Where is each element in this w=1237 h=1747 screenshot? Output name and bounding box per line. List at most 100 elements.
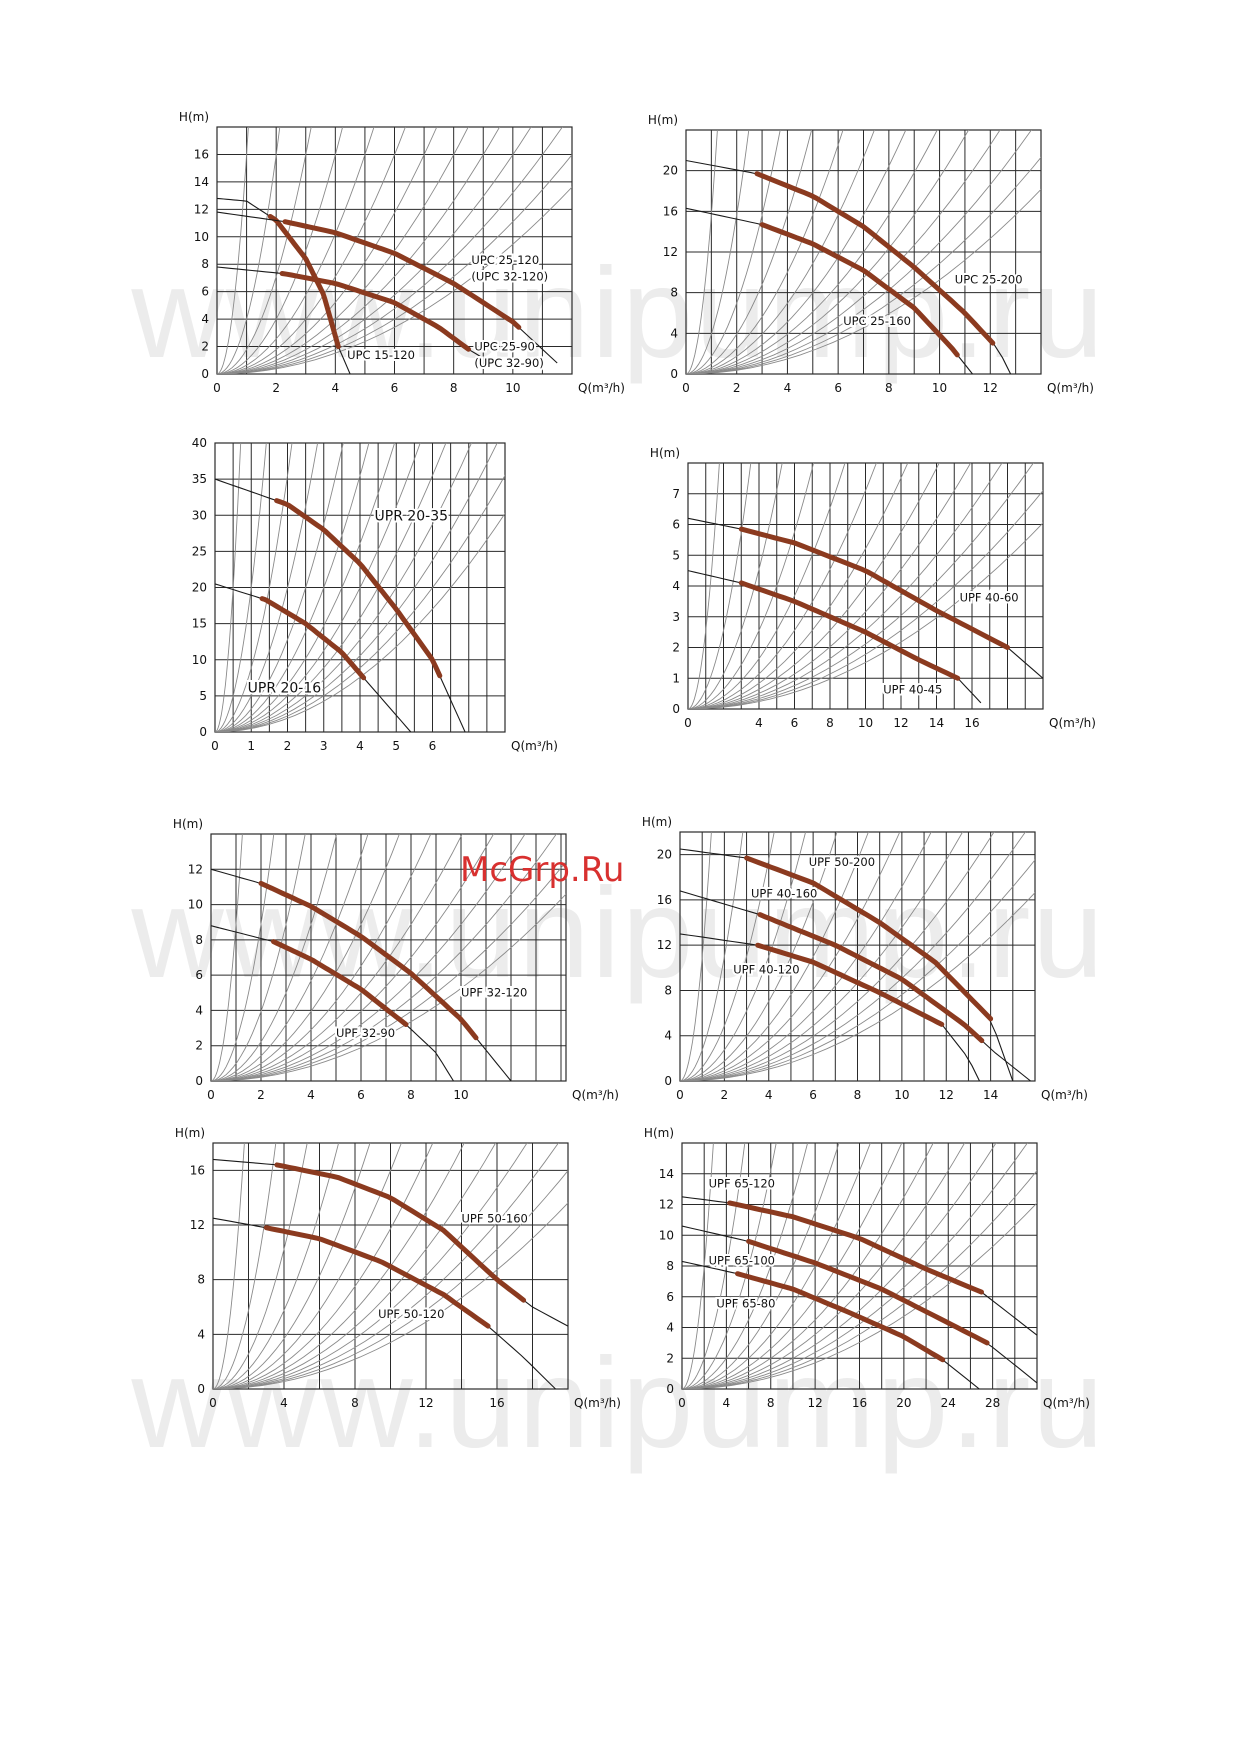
system-curve [680, 832, 1026, 1081]
series-label-bg: UPF 40-60 [960, 590, 1019, 604]
system-curve [682, 1143, 746, 1389]
y-tick-label: 6 [201, 285, 209, 299]
grid [210, 833, 567, 1082]
system-curve [211, 834, 400, 1081]
pump-chart-2: 0 2 4 6 8 10 12 0 4 8 12 16 20 H(m) Q(m³/h) UPC 25-200 U… [648, 113, 1094, 395]
system-curve [213, 1143, 434, 1389]
working-range [735, 1271, 946, 1363]
plot-frame [681, 1142, 1038, 1390]
x-tick-label: 0 [207, 1088, 215, 1102]
x-tick-label: 4 [332, 381, 340, 395]
x-tick-label: 0 [213, 381, 221, 395]
series-label-bg: UPF 40-45 [883, 683, 942, 697]
plot-frame [687, 462, 1044, 710]
y-tick-label: 20 [663, 164, 678, 178]
plot-frame [679, 831, 1036, 1082]
y-tick-label: 4 [672, 579, 680, 593]
working-range [279, 271, 471, 352]
plot-frame [216, 126, 573, 375]
system-curve [213, 1143, 245, 1389]
working-range [259, 596, 367, 681]
series-label: UPC 25-90 [474, 340, 534, 354]
y-tick-label: 7 [672, 487, 680, 501]
system-curve [688, 463, 1034, 709]
system-curves [680, 832, 1035, 1081]
series-upf-40-45 [688, 570, 982, 704]
grid [214, 442, 506, 733]
y-tick-label: 10 [194, 230, 209, 244]
system-curve [686, 130, 970, 374]
x-tick-label: 2 [272, 381, 280, 395]
system-curve [215, 474, 505, 732]
system-curve [215, 443, 421, 732]
watermark-2: www.unipump.ru [131, 862, 1106, 1005]
system-curve [686, 156, 1041, 374]
system-curve [682, 1143, 934, 1389]
system-curve [680, 859, 1035, 1081]
x-axis-label: Q(m³/h) [574, 1396, 621, 1410]
y-tick-label: 4 [197, 1327, 205, 1341]
series-upf-50-160 [213, 1158, 568, 1327]
x-tick-label: 4 [356, 739, 364, 753]
series-label-bg: UPR 20-35 [375, 508, 449, 524]
system-curve [688, 463, 940, 709]
y-tick-label: 3 [672, 610, 680, 624]
system-curve [215, 443, 447, 732]
x-tick-label: 10 [505, 381, 520, 395]
system-curve [211, 861, 566, 1081]
x-tick-label: 10 [894, 1088, 909, 1102]
series-upc-25-160 [686, 207, 973, 374]
system-curve [217, 154, 572, 374]
x-tick-label: 16 [489, 1396, 504, 1410]
series-label: UPR 20-35 [375, 508, 449, 524]
y-tick-label: 0 [199, 725, 207, 739]
series-label-bg: UPC 25-200 [955, 273, 1023, 287]
system-curve [686, 130, 781, 374]
series-label-bg: UPC 25-120 [471, 253, 539, 267]
x-tick-label: 12 [418, 1396, 433, 1410]
y-axis-label: H(m) [650, 446, 680, 460]
system-curve [682, 1143, 903, 1389]
y-axis-label: H(m) [179, 110, 209, 124]
y-tick-label: 4 [664, 1029, 672, 1043]
system-curve [217, 127, 469, 374]
series-label: UPF 40-160 [751, 887, 817, 901]
working-range [274, 1162, 527, 1303]
y-tick-label: 40 [192, 436, 207, 450]
system-curve [680, 832, 964, 1081]
system-curve [211, 834, 557, 1081]
x-axis-label: Q(m³/h) [572, 1088, 619, 1102]
system-curve [215, 443, 319, 732]
working-range [759, 222, 960, 358]
system-curves [217, 127, 572, 374]
working-range [738, 526, 1010, 650]
system-curve [688, 463, 972, 709]
x-tick-label: 2 [257, 1088, 265, 1102]
series-upc-25-200 [686, 159, 1012, 374]
x-tick-label: 8 [854, 1088, 862, 1102]
x-tick-label: 2 [733, 381, 741, 395]
system-curve [688, 463, 877, 709]
system-curve [682, 1169, 1037, 1389]
y-tick-label: 0 [666, 1382, 674, 1396]
system-curve [217, 127, 563, 374]
x-tick-label: 8 [450, 381, 458, 395]
series-label: UPF 40-120 [733, 962, 799, 976]
system-curves [215, 443, 505, 732]
y-tick-label: 12 [657, 938, 672, 952]
x-tick-label: 0 [209, 1396, 217, 1410]
series-label: UPF 65-120 [709, 1177, 775, 1191]
system-curve [688, 522, 1043, 709]
system-curve [217, 127, 501, 374]
system-curve [215, 443, 293, 732]
system-curves [682, 1143, 1037, 1389]
system-curve [211, 834, 275, 1081]
x-tick-label: 12 [983, 381, 998, 395]
system-curve [215, 512, 505, 732]
system-curve [686, 130, 1001, 374]
x-tick-label: 16 [852, 1396, 867, 1410]
